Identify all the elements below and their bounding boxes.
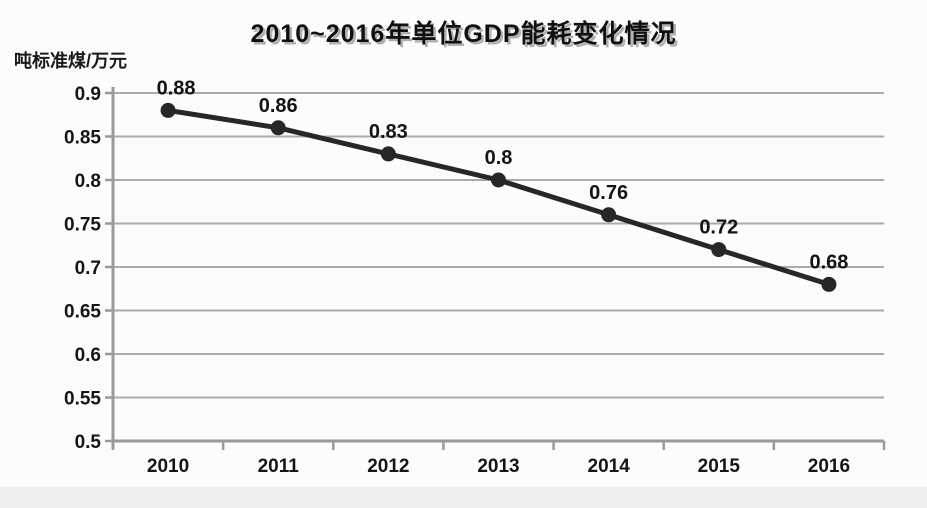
y-tick-label: 0.8 xyxy=(75,171,101,192)
data-point-label: 0.72 xyxy=(699,217,738,239)
x-tick-label: 2016 xyxy=(808,456,850,477)
x-tick-label: 2010 xyxy=(147,456,189,477)
data-point-label: 0.88 xyxy=(157,77,196,99)
x-tick-label: 2013 xyxy=(477,456,519,477)
data-point xyxy=(601,207,617,223)
data-point xyxy=(491,172,506,188)
x-tick-label: 2011 xyxy=(258,456,300,477)
y-tick-label: 0.55 xyxy=(64,389,101,410)
y-tick-label: 0.5 xyxy=(75,432,102,453)
data-point-label: 0.8 xyxy=(485,147,513,169)
data-point-label: 0.83 xyxy=(369,121,408,143)
data-point-label: 0.68 xyxy=(809,251,848,273)
data-point xyxy=(821,276,837,292)
data-point xyxy=(270,120,286,136)
data-point xyxy=(380,146,396,162)
data-point-label: 0.76 xyxy=(589,182,628,204)
data-point xyxy=(711,242,727,258)
y-tick-label: 0.7 xyxy=(75,258,101,279)
y-axis-unit-label: 吨标准煤/万元 xyxy=(14,51,128,71)
y-tick-label: 0.9 xyxy=(75,84,101,105)
page-bottom-strip xyxy=(0,487,927,508)
y-tick-label: 0.65 xyxy=(64,302,101,323)
x-tick-label: 2014 xyxy=(588,456,631,477)
x-tick-label: 2015 xyxy=(698,456,741,477)
chart-title: 2010~2016年单位GDP能耗变化情况 xyxy=(250,20,677,48)
x-tick-label: 2012 xyxy=(367,456,409,477)
y-tick-label: 0.6 xyxy=(75,345,101,366)
data-point xyxy=(160,102,176,118)
y-tick-label: 0.85 xyxy=(64,128,101,149)
y-tick-label: 0.75 xyxy=(64,215,101,236)
data-point-label: 0.86 xyxy=(259,95,298,117)
